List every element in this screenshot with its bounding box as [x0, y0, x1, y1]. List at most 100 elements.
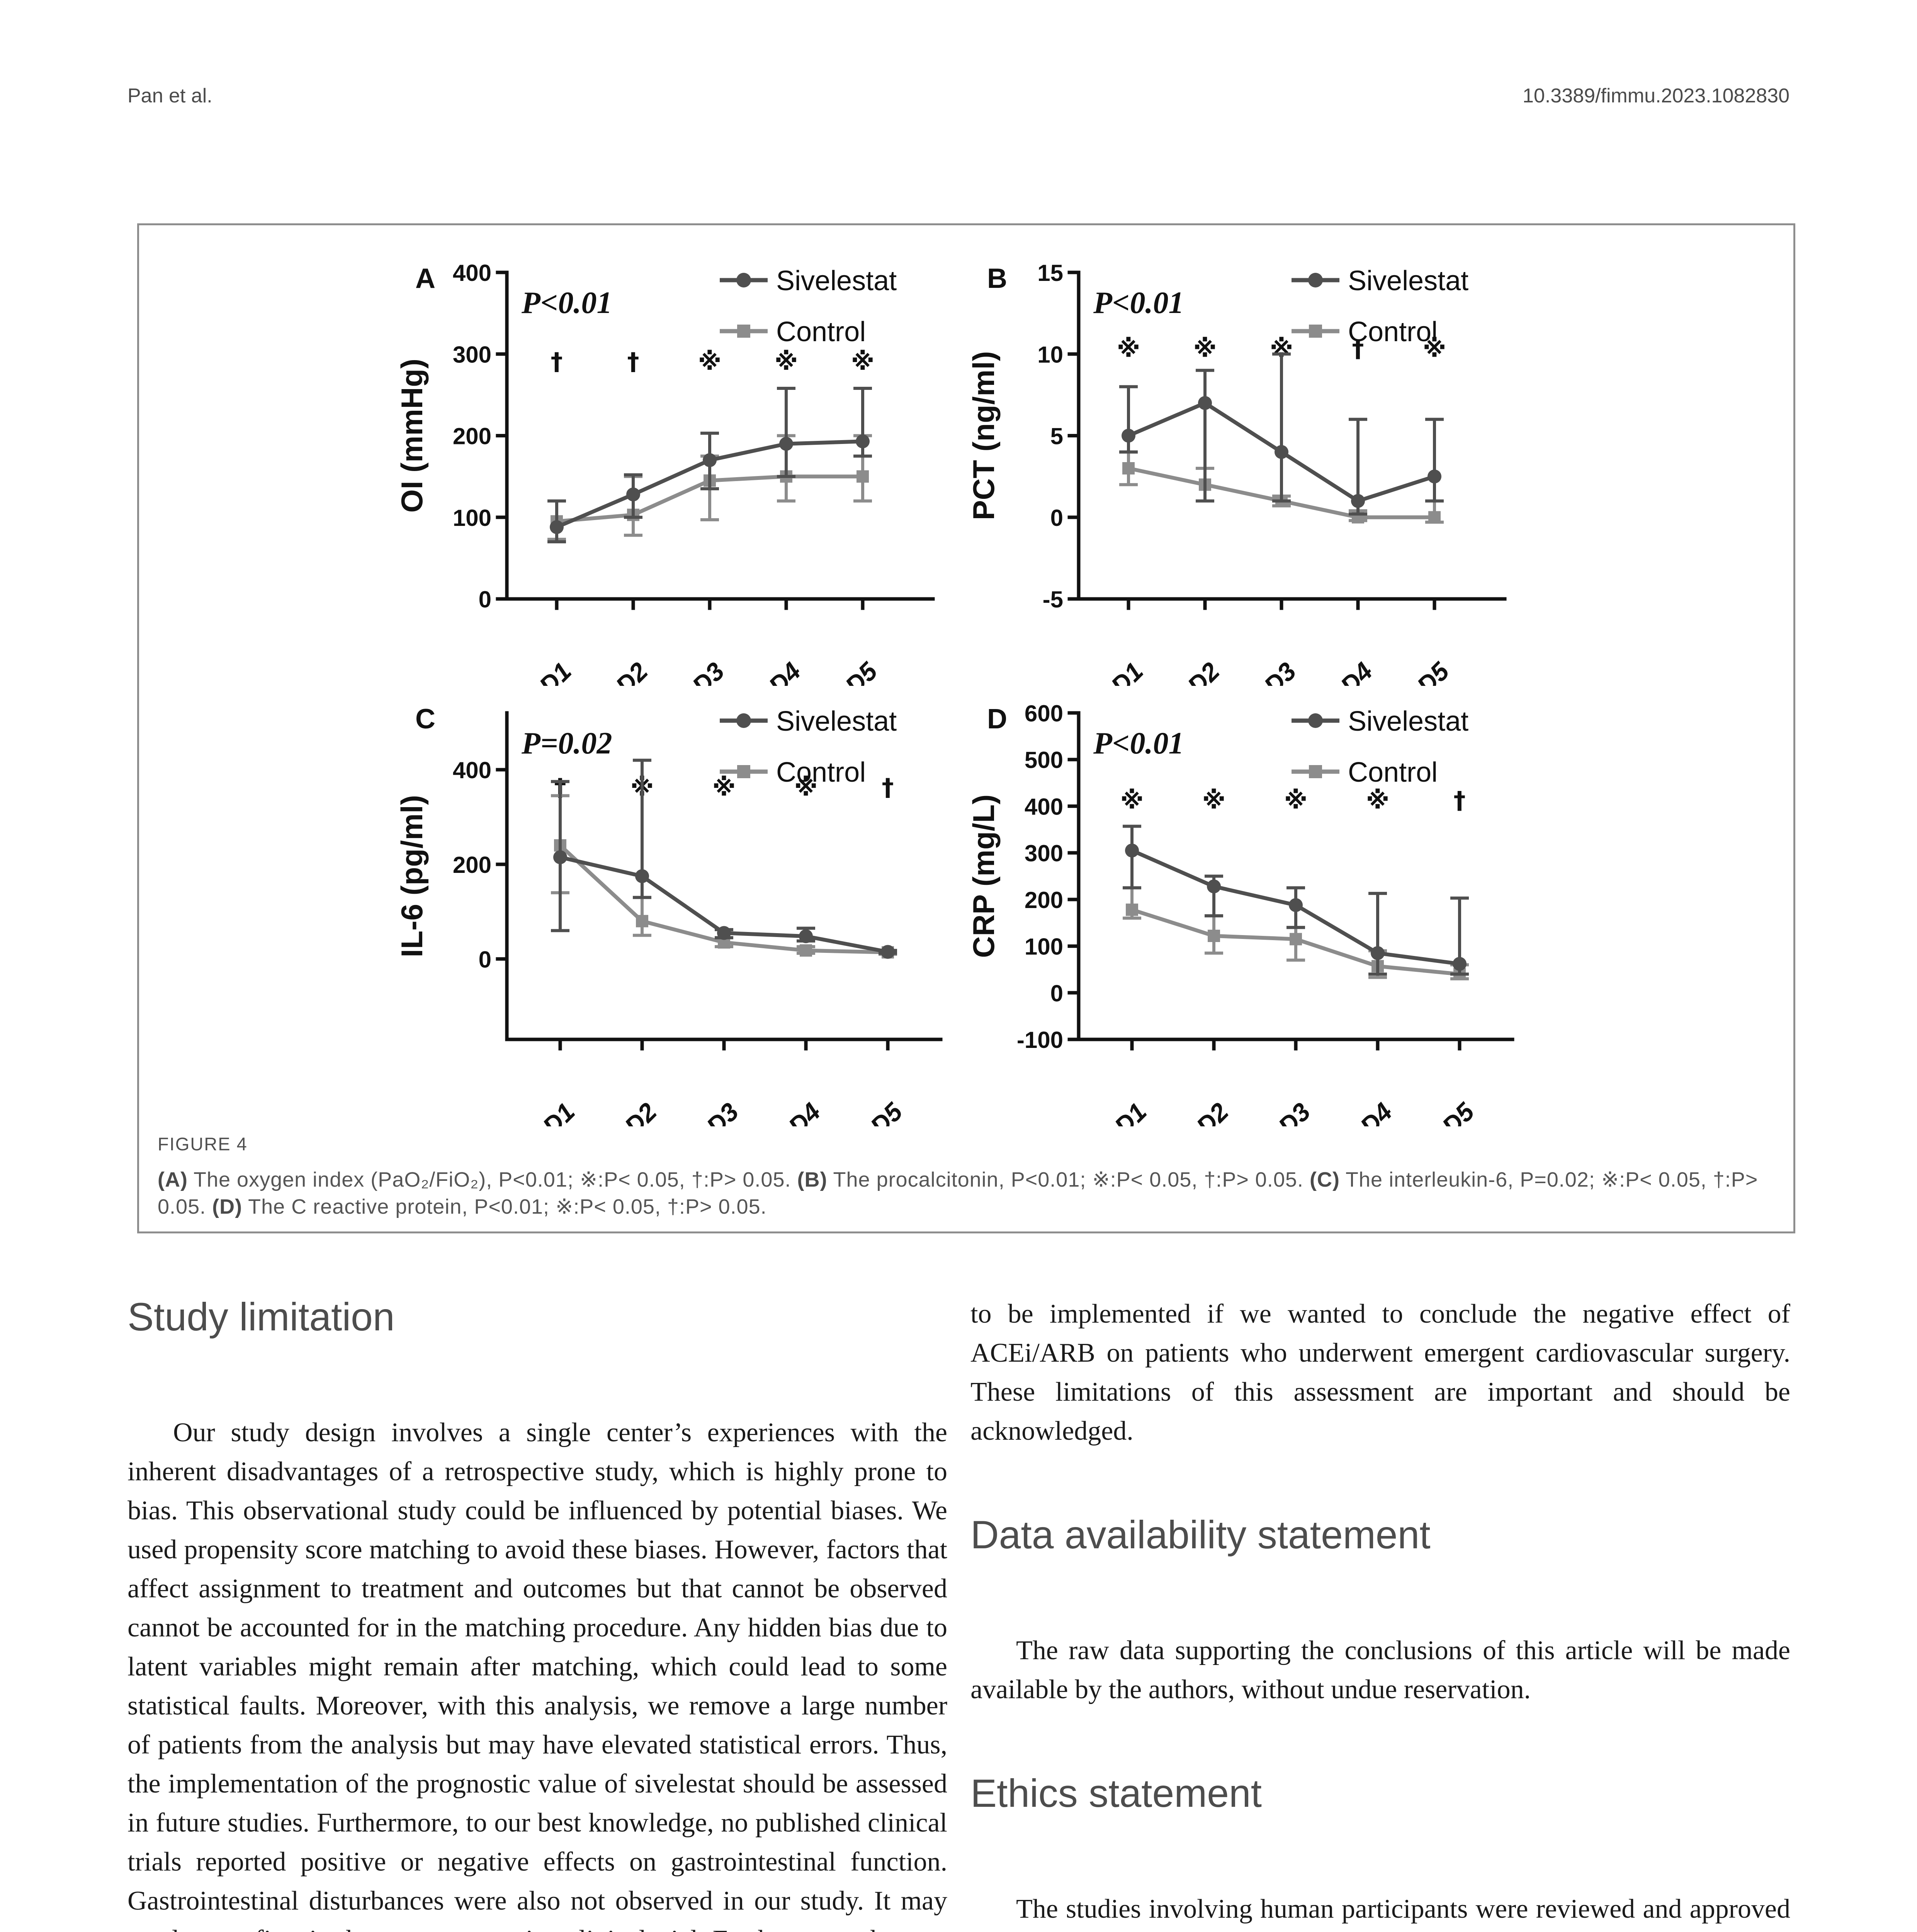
significance-marker: ※ — [1366, 786, 1389, 814]
x-tick-label: POD5 — [1385, 656, 1455, 686]
x-tick-label: POD2 — [584, 656, 653, 686]
significance-marker: ※ — [851, 347, 874, 376]
y-tick-label: -100 — [1017, 1027, 1063, 1053]
significance-marker: ※ — [1193, 334, 1217, 362]
oi-chart: A 0 100 200 300 400 POD1 POD2POD3 POD4POD5 OI (mm… — [395, 260, 935, 726]
chart-panel-a: A 0 100 200 300 400 POD1 POD2POD3 POD4POD5 OI (mm… — [381, 242, 960, 726]
text-segment: The studies involving human participants… — [1016, 1894, 1790, 1924]
significance-marker: † — [1454, 786, 1466, 814]
x-tick-label: POD3 — [1232, 657, 1301, 686]
data-point — [717, 926, 731, 940]
y-tick-label: 100 — [1025, 934, 1063, 960]
data-point — [1290, 933, 1302, 946]
y-tick-label: 400 — [1025, 794, 1063, 820]
caption-panel-ref: (D) — [212, 1195, 243, 1218]
x-tick-label: POD5 — [838, 1097, 908, 1126]
legend-item-sivelestat: Sivelestat — [720, 265, 897, 296]
y-tick-label: 15 — [1037, 260, 1063, 286]
significance-marker: † — [882, 773, 894, 801]
legend-label: Control — [1348, 316, 1438, 347]
running-author: Pan et al. — [127, 85, 212, 107]
data-point — [635, 869, 649, 883]
x-tick-label: POD1 — [507, 657, 576, 686]
x-tick-label: POD3 — [1246, 1097, 1315, 1126]
axes — [496, 711, 943, 1051]
chart-panel-d: D -100 0 100 200 300 400 500 600 POD1 POD2 POD3 POD4… — [952, 682, 1532, 1167]
y-axis-label: PCT (ng/ml) — [967, 351, 1001, 520]
x-tick-label: POD2 — [593, 1097, 662, 1126]
caption-text: The oxygen index (PaO₂/FiO₂), P<0.01; ※:… — [187, 1168, 797, 1191]
series-sivelestat — [551, 759, 897, 959]
y-tick-label: 200 — [453, 852, 491, 878]
significance-marker: † — [1352, 334, 1364, 362]
y-tick-label: 600 — [1025, 701, 1063, 726]
section-heading-ethics-statement: Ethics statement — [970, 1771, 1262, 1815]
legend-label: Sivelestat — [1348, 265, 1468, 296]
body-paragraph: The studies involving human participants… — [970, 1889, 1790, 1932]
chart-panel-b: B -5 0 5 10 15 POD1 POD2POD3 POD4POD5 PCT (ng/ml)… — [952, 242, 1532, 726]
legend-label: Sivelestat — [1348, 706, 1468, 737]
data-point — [626, 487, 640, 502]
data-point — [1428, 511, 1441, 524]
data-point — [1289, 898, 1303, 912]
caption-panel-ref: (B) — [797, 1168, 828, 1191]
legend-item-sivelestat: Sivelestat — [720, 706, 897, 737]
crp-chart: D -100 0 100 200 300 400 500 600 POD1 POD2 POD3 POD4… — [967, 701, 1514, 1167]
data-point — [856, 434, 870, 449]
data-point — [1122, 462, 1135, 474]
panel-letter: D — [987, 704, 1007, 735]
caption-text: The interleukin-6, P=0.02; ※:P< 0.05, †:… — [158, 1168, 1758, 1218]
legend-item-control: Control — [1292, 316, 1438, 347]
y-tick-label: 0 — [479, 947, 491, 973]
significance-marker: † — [627, 347, 639, 376]
y-tick-label: 200 — [1025, 887, 1063, 913]
figure-caption: (A) The oxygen index (PaO₂/FiO₂), P<0.01… — [158, 1166, 1775, 1220]
significance-marker: ※ — [698, 347, 721, 376]
y-axis-label: OI (mmHg) — [395, 359, 429, 513]
data-point — [1453, 957, 1467, 971]
section-heading-study-limitation: Study limitation — [127, 1295, 395, 1339]
column-left: Study limitation Our study design involve… — [127, 1294, 947, 1932]
text-segment: to be implemented if we wanted to conclu… — [970, 1299, 1790, 1446]
x-tick-label: POD4 — [756, 1097, 826, 1126]
y-tick-label: 0 — [1050, 980, 1063, 1006]
series-sivelestat — [1123, 825, 1469, 976]
y-tick-label: 200 — [453, 423, 491, 449]
p-value: P=0.02 — [521, 726, 612, 760]
data-point — [550, 520, 564, 534]
caption-text: The procalcitonin, P<0.01; ※:P< 0.05, †:… — [827, 1168, 1310, 1191]
axes — [1067, 711, 1514, 1051]
y-tick-label: 100 — [453, 505, 491, 531]
significance-marker: ※ — [1202, 786, 1225, 814]
legend-label: Control — [776, 316, 866, 347]
series-sivelestat — [547, 386, 872, 544]
x-tick-label: POD3 — [675, 1097, 744, 1126]
x-tick-label: POD4 — [1309, 657, 1378, 686]
legend-label: Sivelestat — [776, 265, 897, 296]
chart-panel-c: C 0 200 400 POD1 POD2 POD3 POD4 POD5 IL-6 (pg/ml)… — [381, 682, 960, 1167]
y-tick-label: 5 — [1050, 423, 1063, 449]
y-tick-label: 0 — [1050, 505, 1063, 531]
x-tick-label: POD5 — [813, 656, 883, 686]
data-point — [1275, 445, 1288, 459]
legend-item-control: Control — [720, 757, 866, 788]
x-tick-label: POD4 — [737, 657, 806, 686]
legend-label: Control — [1348, 757, 1438, 788]
y-tick-label: 400 — [453, 260, 491, 286]
significance-marker: ※ — [1117, 334, 1140, 362]
panel-letter: A — [415, 263, 435, 294]
x-tick-label: POD1 — [1083, 1097, 1152, 1126]
doi: 10.3389/fimmu.2023.1082830 — [1523, 85, 1790, 107]
section-heading-data-availability-statement: Data availability statement — [970, 1513, 1431, 1557]
x-tick-label: POD4 — [1328, 1097, 1397, 1126]
data-point — [553, 850, 567, 864]
column-right: to be implemented if we wanted to conclu… — [970, 1294, 1790, 1932]
y-tick-label: 10 — [1037, 342, 1063, 367]
axes — [1067, 270, 1507, 610]
series-sivelestat — [1119, 352, 1444, 516]
significance-marker: ※ — [1120, 786, 1144, 814]
y-tick-label: 300 — [1025, 840, 1063, 866]
legend-label: Control — [776, 757, 866, 788]
panel-letter: B — [987, 263, 1007, 294]
y-tick-label: 300 — [453, 342, 491, 367]
